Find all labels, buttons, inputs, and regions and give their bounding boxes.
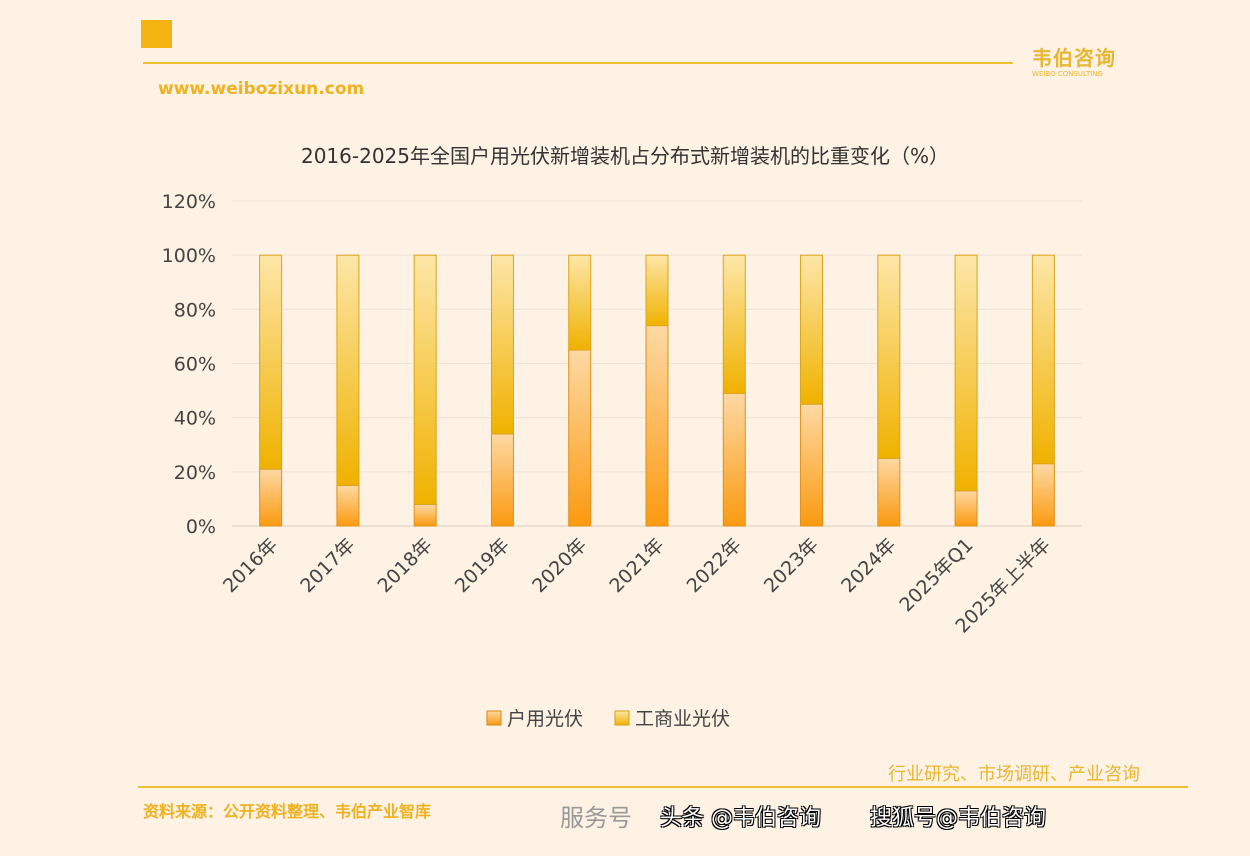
watermark-sohu: 搜狐号@韦伯咨询: [870, 806, 1047, 831]
y-tick-label: 0%: [186, 516, 216, 538]
legend-label-commercial: 工商业光伏: [635, 708, 730, 730]
brand-logo: 韦伯咨询: [1032, 46, 1116, 70]
x-tick-label: 2025年Q1: [895, 534, 977, 616]
header-divider: [143, 62, 1013, 64]
bar-household: [490, 433, 514, 527]
chart-title: 2016-2025年全国户用光伏新增装机占分布式新增装机的比重变化（%）: [300, 144, 950, 168]
legend: 户用光伏 工商业光伏: [486, 708, 730, 730]
logo-square: [141, 20, 172, 48]
x-tick-label: 2020年: [528, 534, 591, 597]
bar-household: [1031, 463, 1055, 527]
bar-household: [800, 403, 824, 527]
bar-commercial: [1031, 254, 1055, 465]
bar-commercial: [336, 254, 360, 486]
x-tick-label: 2016年: [219, 534, 282, 597]
bar-household: [954, 490, 978, 527]
y-tick-label: 120%: [162, 191, 216, 213]
website-url: www.weibozixun.com: [158, 79, 365, 99]
bar-commercial: [722, 254, 746, 394]
bar-household: [259, 468, 283, 527]
bar-commercial: [954, 254, 978, 492]
watermark-toutiao: 头条 @韦伯咨询: [660, 806, 821, 831]
source-note: 资料来源：公开资料整理、韦伯产业智库: [143, 802, 432, 821]
bar-commercial: [877, 254, 901, 459]
footer-divider: [138, 786, 1188, 788]
y-tick-label: 100%: [162, 245, 216, 267]
legend-label-household: 户用光伏: [507, 708, 583, 730]
x-tick-label: 2023年: [760, 534, 823, 597]
x-tick-label: 2022年: [683, 534, 746, 597]
bar-commercial: [800, 254, 824, 405]
bar-household: [645, 325, 669, 527]
x-tick-label: 2019年: [451, 534, 514, 597]
bar-commercial: [413, 254, 437, 505]
y-tick-label: 40%: [174, 408, 216, 430]
brand-logo-en: WEIBO CONSULTING: [1032, 70, 1103, 78]
x-tick-label: 2018年: [374, 534, 437, 597]
x-tick-label: 2021年: [605, 534, 668, 597]
y-tick-label: 60%: [174, 354, 216, 376]
tagline: 行业研究、市场调研、产业咨询: [888, 764, 1140, 785]
bar-commercial: [259, 254, 283, 470]
legend-swatch-household: [486, 710, 502, 726]
bar-household: [568, 349, 592, 527]
watermark-service: 服务号: [560, 804, 632, 832]
bar-household: [413, 503, 437, 527]
stacked-bar-chart: 0% 20% 40% 60% 80% 100% 120% 2016年 2017年 2018年 201…: [162, 191, 1082, 730]
legend-swatch-commercial: [614, 710, 630, 726]
bar-commercial: [490, 254, 514, 435]
x-tick-label: 2024年: [837, 534, 900, 597]
bar-commercial: [568, 254, 592, 351]
x-tick-label: 2017年: [296, 534, 359, 597]
bar-household: [877, 457, 901, 527]
y-tick-label: 20%: [174, 462, 216, 484]
bar-household: [336, 484, 360, 527]
y-tick-label: 80%: [174, 299, 216, 321]
bar-household: [722, 392, 746, 527]
bar-commercial: [645, 254, 669, 327]
